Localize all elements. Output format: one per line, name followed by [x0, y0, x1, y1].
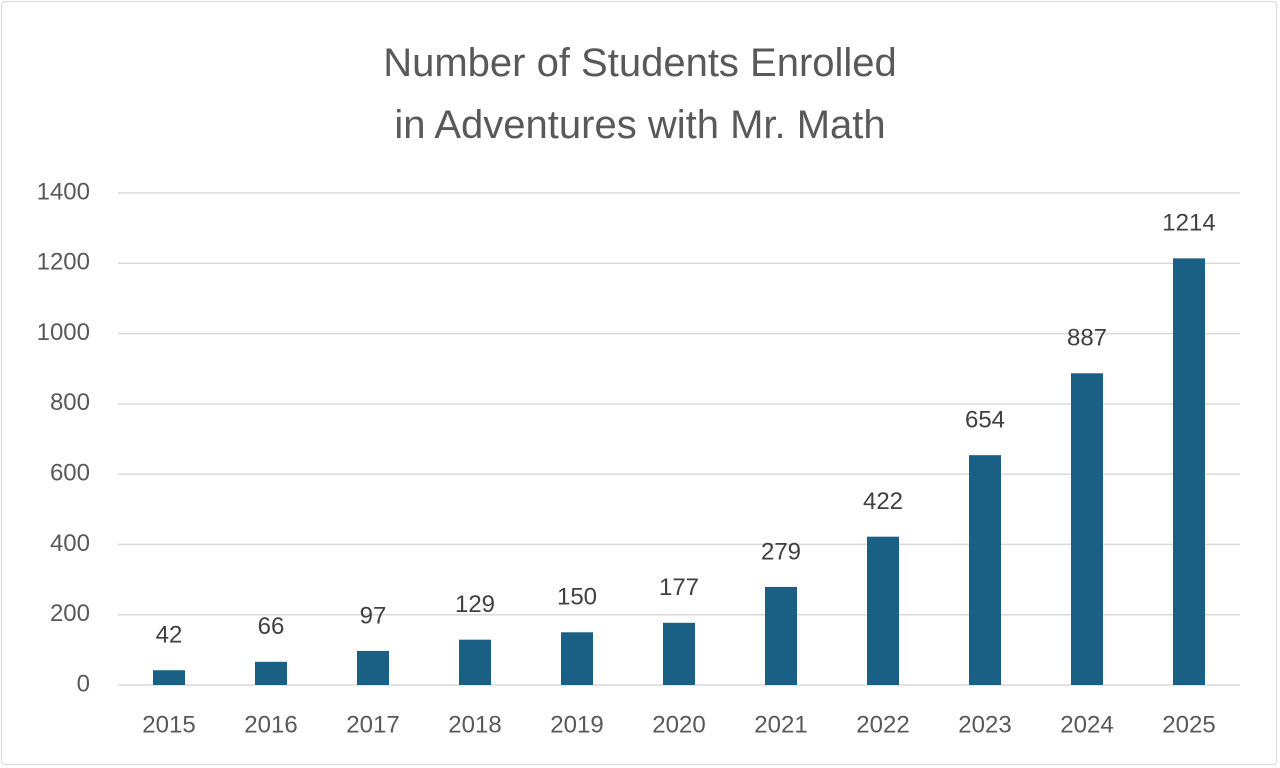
bar — [663, 622, 695, 685]
y-tick-label: 600 — [50, 459, 90, 486]
bar — [255, 661, 287, 685]
data-label: 42 — [156, 622, 183, 649]
data-label: 422 — [863, 488, 903, 515]
bar — [459, 639, 491, 685]
x-tick-label: 2025 — [1162, 711, 1215, 738]
bar — [969, 455, 1001, 685]
data-label: 177 — [659, 574, 699, 601]
bar — [561, 632, 593, 685]
x-tick-label: 2021 — [754, 711, 807, 738]
data-label: 97 — [360, 602, 387, 629]
x-tick-label: 2023 — [958, 711, 1011, 738]
x-tick-label: 2016 — [244, 711, 297, 738]
x-tick-label: 2024 — [1060, 711, 1113, 738]
y-tick-label: 400 — [50, 530, 90, 557]
y-tick-label: 1200 — [37, 249, 90, 276]
data-label: 129 — [455, 591, 495, 618]
data-label: 654 — [965, 407, 1005, 434]
bar — [153, 670, 185, 685]
bar — [867, 536, 899, 685]
y-tick-label: 200 — [50, 600, 90, 627]
x-tick-label: 2017 — [346, 711, 399, 738]
data-label: 279 — [761, 538, 801, 565]
bar — [357, 650, 389, 685]
chart-title: Number of Students Enrolled in Adventure… — [383, 41, 897, 147]
x-tick-label: 2015 — [142, 711, 195, 738]
x-tick-label: 2022 — [856, 711, 909, 738]
x-tick-label: 2019 — [550, 711, 603, 738]
data-label: 1214 — [1162, 210, 1215, 237]
x-tick-label: 2018 — [448, 711, 501, 738]
y-tick-label: 800 — [50, 389, 90, 416]
bar — [1071, 373, 1103, 685]
y-tick-label: 0 — [77, 670, 90, 697]
data-label: 150 — [557, 584, 597, 611]
x-tick-label: 2020 — [652, 711, 705, 738]
y-tick-label: 1000 — [37, 319, 90, 346]
data-label: 887 — [1067, 325, 1107, 352]
data-label: 66 — [258, 613, 285, 640]
y-tick-label: 1400 — [37, 178, 90, 205]
bar — [765, 586, 797, 685]
bar — [1173, 258, 1205, 685]
